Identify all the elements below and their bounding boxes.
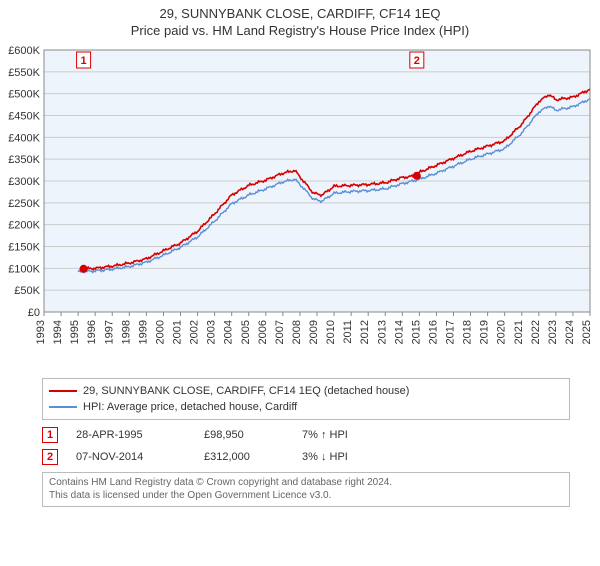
sale-hpi-diff: 7% ↑ HPI: [302, 429, 382, 441]
sale-hpi-diff: 3% ↓ HPI: [302, 451, 382, 463]
svg-text:2017: 2017: [445, 320, 457, 344]
svg-text:2004: 2004: [223, 320, 235, 344]
svg-text:2008: 2008: [291, 320, 303, 344]
svg-text:2010: 2010: [325, 320, 337, 344]
svg-text:£550K: £550K: [8, 67, 40, 79]
chart-container: £0 £50K £100K £150K £200K £250K £300K £350K £400…: [0, 42, 600, 372]
svg-text:£250K: £250K: [8, 198, 40, 210]
svg-text:2001: 2001: [172, 320, 184, 344]
sale-row: 2 07-NOV-2014 £312,000 3% ↓ HPI: [42, 446, 570, 468]
footer-line-2: This data is licensed under the Open Gov…: [49, 490, 563, 503]
svg-text:£350K: £350K: [8, 154, 40, 166]
svg-text:£400K: £400K: [8, 132, 40, 144]
svg-text:£600K: £600K: [8, 45, 40, 57]
legend-label: HPI: Average price, detached house, Card…: [83, 401, 297, 413]
svg-text:1994: 1994: [52, 320, 64, 344]
svg-text:£500K: £500K: [8, 89, 40, 101]
line-chart: £0 £50K £100K £150K £200K £250K £300K £350K £400…: [0, 42, 600, 372]
sale-index-badge: 2: [42, 449, 58, 465]
footer-line-1: Contains HM Land Registry data © Crown c…: [49, 477, 563, 490]
legend-item: HPI: Average price, detached house, Card…: [49, 399, 563, 415]
svg-text:2009: 2009: [308, 320, 320, 344]
sale-price: £312,000: [204, 451, 284, 463]
svg-text:2018: 2018: [462, 320, 474, 344]
svg-text:£50K: £50K: [14, 285, 40, 297]
svg-text:£0: £0: [28, 307, 40, 319]
sale-price: £98,950: [204, 429, 284, 441]
svg-text:2007: 2007: [274, 320, 286, 344]
svg-text:£450K: £450K: [8, 111, 40, 123]
svg-text:1997: 1997: [103, 320, 115, 344]
legend-swatch: [49, 406, 77, 408]
svg-text:£200K: £200K: [8, 220, 40, 232]
footer-attribution: Contains HM Land Registry data © Crown c…: [42, 472, 570, 507]
sale-index-badge: 1: [42, 427, 58, 443]
svg-text:2005: 2005: [240, 320, 252, 344]
chart-title-line2: Price paid vs. HM Land Registry's House …: [0, 23, 600, 38]
sale-date: 07-NOV-2014: [76, 451, 186, 463]
svg-text:2014: 2014: [393, 320, 405, 344]
svg-text:2: 2: [414, 55, 420, 67]
svg-text:1999: 1999: [137, 320, 149, 344]
svg-text:£100K: £100K: [8, 263, 40, 275]
svg-text:2003: 2003: [206, 320, 218, 344]
svg-text:2011: 2011: [342, 320, 354, 344]
svg-text:2022: 2022: [530, 320, 542, 344]
svg-text:1996: 1996: [86, 320, 98, 344]
sale-date: 28-APR-1995: [76, 429, 186, 441]
svg-text:1998: 1998: [120, 320, 132, 344]
svg-text:2024: 2024: [564, 320, 576, 344]
svg-text:2016: 2016: [427, 320, 439, 344]
svg-text:2015: 2015: [410, 320, 422, 344]
svg-text:£150K: £150K: [8, 242, 40, 254]
svg-text:2012: 2012: [359, 320, 371, 344]
svg-text:£300K: £300K: [8, 176, 40, 188]
svg-text:1993: 1993: [35, 320, 47, 344]
legend-swatch: [49, 390, 77, 392]
svg-text:2000: 2000: [154, 320, 166, 344]
svg-text:2023: 2023: [547, 320, 559, 344]
svg-text:2020: 2020: [496, 320, 508, 344]
legend-item: 29, SUNNYBANK CLOSE, CARDIFF, CF14 1EQ (…: [49, 383, 563, 399]
svg-text:2002: 2002: [189, 320, 201, 344]
svg-text:1: 1: [81, 55, 87, 67]
svg-text:2019: 2019: [479, 320, 491, 344]
legend: 29, SUNNYBANK CLOSE, CARDIFF, CF14 1EQ (…: [42, 378, 570, 420]
svg-text:2013: 2013: [376, 320, 388, 344]
sale-row: 1 28-APR-1995 £98,950 7% ↑ HPI: [42, 424, 570, 446]
svg-text:2025: 2025: [581, 320, 593, 344]
sales-table: 1 28-APR-1995 £98,950 7% ↑ HPI 2 07-NOV-2014 £…: [42, 424, 570, 468]
svg-text:1995: 1995: [69, 320, 81, 344]
svg-text:2006: 2006: [257, 320, 269, 344]
legend-label: 29, SUNNYBANK CLOSE, CARDIFF, CF14 1EQ (…: [83, 385, 409, 397]
chart-title-line1: 29, SUNNYBANK CLOSE, CARDIFF, CF14 1EQ: [0, 6, 600, 21]
svg-text:2021: 2021: [513, 320, 525, 344]
